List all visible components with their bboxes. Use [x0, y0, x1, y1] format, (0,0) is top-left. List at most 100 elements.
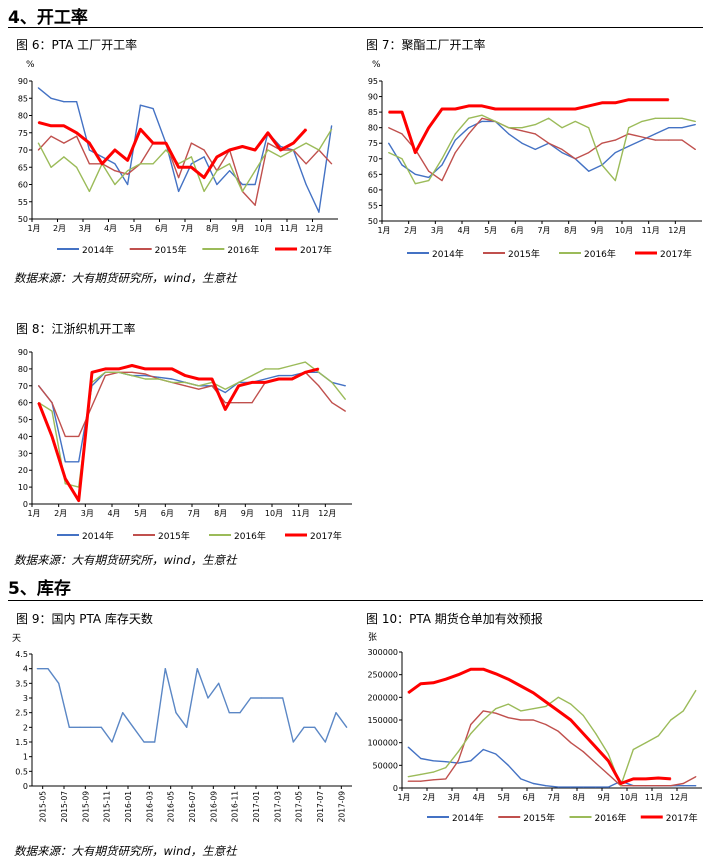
data-point-2017 [51, 435, 53, 438]
data-point-2016 [574, 120, 576, 123]
data-point-2016 [414, 183, 416, 185]
data-point-2014 [229, 170, 231, 172]
chart-pta-warehouse-receipts: 0 50000 100000 150000 200000 250000 300000 张 1月 2… [367, 632, 702, 824]
data-point-2015 [574, 158, 576, 160]
data-point-2014 [101, 156, 103, 158]
data-point-2016 [139, 163, 141, 165]
x-tick-label: 12月 [670, 793, 688, 802]
x-tick-label: 12月 [668, 226, 686, 235]
data-point-2015 [114, 170, 116, 172]
x-tick-label: 1月 [27, 509, 40, 518]
data-point-2015 [51, 402, 53, 404]
data-point-2017 [670, 778, 672, 780]
data-point-2016 [454, 133, 456, 135]
x-tick-label: 1月 [27, 224, 40, 233]
data-point-2016 [681, 117, 683, 119]
data-point-2015 [532, 719, 534, 721]
data-point-2017 [165, 142, 167, 144]
data-point-2016 [171, 381, 173, 383]
data-point-2015 [454, 151, 456, 154]
data-point-series [175, 712, 177, 714]
x-tick-label: 7月 [180, 224, 193, 233]
series-line-2017 [388, 98, 669, 155]
data-point-2014 [682, 785, 684, 787]
data-point-2017 [238, 385, 240, 387]
data-point-2014 [570, 786, 572, 788]
x-tick-label: 8月 [564, 226, 577, 235]
data-point-2017 [118, 368, 120, 370]
data-point-2015 [203, 149, 205, 151]
data-point-2014 [534, 148, 536, 151]
data-point-series [164, 668, 166, 670]
data-point-2014 [178, 190, 180, 192]
data-point-2014 [441, 164, 443, 166]
data-point-series [250, 697, 252, 699]
data-point-2015 [184, 385, 186, 387]
x-tick-label: 6月 [522, 793, 535, 802]
x-tick-label: 9月 [231, 224, 244, 233]
data-point-2016 [127, 170, 129, 172]
data-point-2016 [267, 149, 269, 151]
data-point-2014 [63, 101, 65, 103]
y-tick-label: 60 [368, 186, 378, 195]
data-point-2014 [88, 149, 90, 151]
data-point-2017 [607, 760, 609, 762]
data-point-series [58, 682, 60, 684]
data-point-2015 [694, 148, 696, 151]
data-point-2016 [278, 368, 280, 370]
data-point-2015 [628, 133, 630, 135]
data-point-2017 [545, 701, 547, 703]
x-tick-label: 9月 [597, 793, 610, 802]
y-tick-label: 50 [368, 217, 378, 226]
data-point-2016 [254, 170, 256, 172]
data-point-series [282, 697, 284, 699]
data-point-2014 [428, 176, 430, 179]
data-point-2014 [454, 139, 456, 141]
data-point-2016 [682, 710, 684, 712]
data-point-2015 [344, 410, 346, 412]
data-point-2017 [203, 177, 205, 179]
x-tick-label: 3月 [81, 509, 94, 518]
data-point-2015 [545, 723, 547, 726]
data-point-2015 [645, 785, 647, 787]
y-tick-label: 50 [18, 416, 28, 425]
data-point-2016 [657, 735, 659, 737]
data-point-2014 [495, 753, 497, 755]
data-point-2015 [682, 782, 684, 785]
data-point-2016 [264, 368, 266, 370]
data-point-2016 [654, 117, 656, 119]
data-point-2015 [127, 173, 129, 175]
data-point-2016 [557, 696, 559, 698]
data-point-2016 [224, 388, 226, 390]
x-tick-label: 8月 [206, 224, 219, 233]
data-point-2017 [88, 142, 90, 144]
y-tick-label: 90 [18, 348, 28, 357]
data-point-series [90, 726, 92, 728]
data-point-2015 [178, 177, 180, 179]
y-tick-label: 60 [18, 399, 28, 408]
data-point-2015 [507, 717, 509, 719]
data-point-series [314, 726, 316, 728]
data-point-2014 [668, 127, 670, 129]
data-point-2014 [414, 173, 416, 175]
data-point-2016 [118, 371, 120, 373]
data-point-2014 [37, 87, 39, 89]
section-divider [8, 27, 703, 28]
data-point-series [346, 726, 348, 728]
data-point-2015 [305, 163, 307, 165]
data-point-2017 [254, 149, 256, 151]
data-point-2017 [468, 105, 470, 107]
data-point-2016 [694, 120, 696, 123]
data-point-2016 [76, 166, 78, 168]
data-source-note: 数据来源：大有期货研究所，wind，生意社 [14, 844, 237, 858]
data-point-2014 [280, 145, 282, 148]
data-point-2016 [190, 156, 192, 158]
data-point-2015 [224, 402, 226, 404]
data-point-2014 [291, 375, 293, 377]
x-tick-label: 2016-05 [167, 791, 176, 823]
data-point-2015 [595, 762, 597, 764]
data-point-series [100, 726, 102, 728]
data-point-2014 [278, 375, 280, 377]
y-tick-label: 2.5 [15, 709, 28, 718]
x-tick-label: 2015-09 [81, 791, 90, 823]
